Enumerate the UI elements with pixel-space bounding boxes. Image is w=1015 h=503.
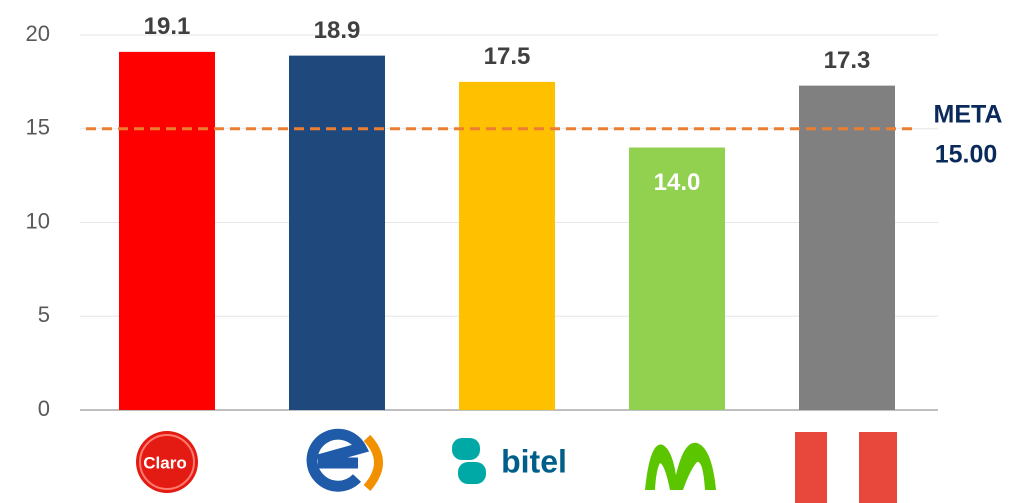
bar: [459, 81, 555, 410]
entel-logo: [306, 428, 383, 492]
value-label: 17.5: [484, 43, 531, 70]
bar: [629, 147, 725, 410]
movistar-logo: [645, 442, 716, 490]
bar: [799, 85, 895, 410]
y-tick-label: 5: [38, 302, 50, 327]
bar: [119, 51, 215, 410]
y-tick-label: 20: [26, 21, 50, 46]
peru-flag: [795, 432, 897, 503]
y-tick-label: 0: [38, 396, 50, 421]
value-label: 17.3: [824, 47, 871, 74]
meta-name: META: [934, 101, 1003, 129]
value-label: 19.1: [144, 13, 191, 40]
y-tick-label: 10: [26, 208, 50, 233]
meta-value: 15.00: [935, 141, 998, 169]
value-label: 18.9: [314, 17, 361, 44]
value-label: 14.0: [654, 169, 701, 196]
y-tick-label: 15: [26, 115, 50, 140]
bar: [289, 55, 385, 410]
bitel-logo: bitel: [452, 438, 567, 484]
bitel-text: bitel: [501, 443, 567, 479]
claro-text: Claro: [143, 453, 186, 472]
claro-logo: Claro: [136, 431, 198, 493]
